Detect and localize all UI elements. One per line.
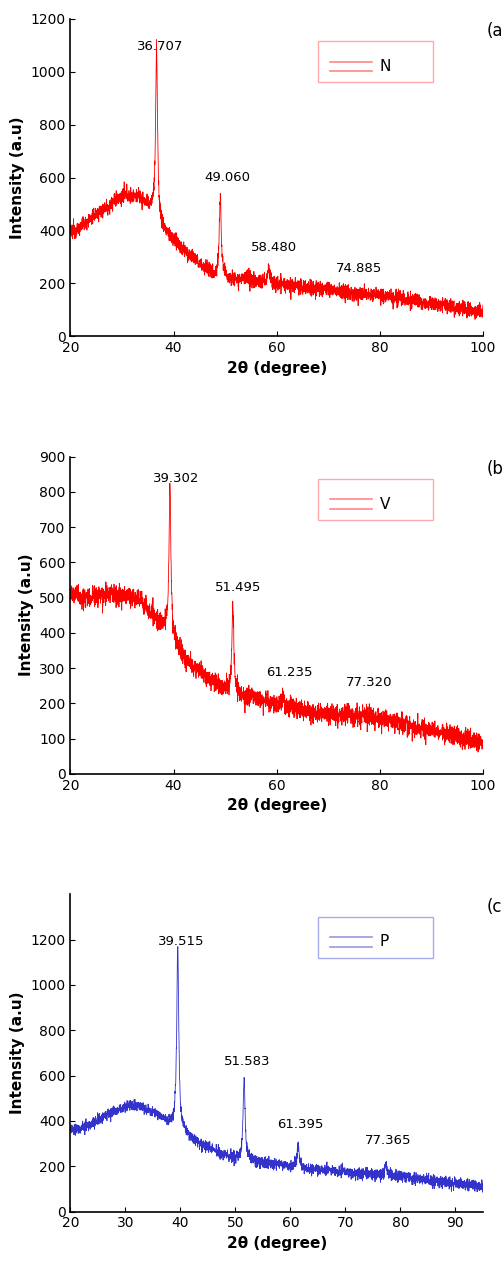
FancyBboxPatch shape — [318, 916, 434, 958]
Text: 61.395: 61.395 — [277, 1118, 323, 1131]
Y-axis label: Intensity (a.u): Intensity (a.u) — [19, 554, 34, 676]
Text: 61.235: 61.235 — [267, 665, 313, 679]
Text: V: V — [380, 497, 390, 511]
Text: 39.515: 39.515 — [158, 935, 205, 948]
Y-axis label: Intensity (a.u): Intensity (a.u) — [10, 992, 25, 1114]
Text: P: P — [380, 934, 389, 949]
Text: 77.320: 77.320 — [346, 676, 393, 689]
Y-axis label: Intensity (a.u): Intensity (a.u) — [10, 116, 25, 239]
Text: 36.707: 36.707 — [137, 40, 184, 53]
Text: (b): (b) — [487, 459, 503, 478]
Text: 58.480: 58.480 — [251, 241, 297, 254]
Text: 39.302: 39.302 — [153, 472, 199, 485]
X-axis label: 2θ (degree): 2θ (degree) — [226, 799, 327, 813]
Text: 49.060: 49.060 — [204, 172, 250, 184]
FancyBboxPatch shape — [318, 478, 434, 520]
FancyBboxPatch shape — [318, 42, 434, 82]
X-axis label: 2θ (degree): 2θ (degree) — [226, 361, 327, 376]
Text: 51.495: 51.495 — [215, 581, 261, 594]
Text: 74.885: 74.885 — [336, 262, 382, 275]
Text: 77.365: 77.365 — [365, 1135, 411, 1147]
Text: (c): (c) — [487, 897, 503, 915]
Text: (a): (a) — [487, 23, 503, 40]
X-axis label: 2θ (degree): 2θ (degree) — [226, 1235, 327, 1251]
Text: N: N — [380, 59, 391, 74]
Text: 51.583: 51.583 — [224, 1055, 271, 1068]
